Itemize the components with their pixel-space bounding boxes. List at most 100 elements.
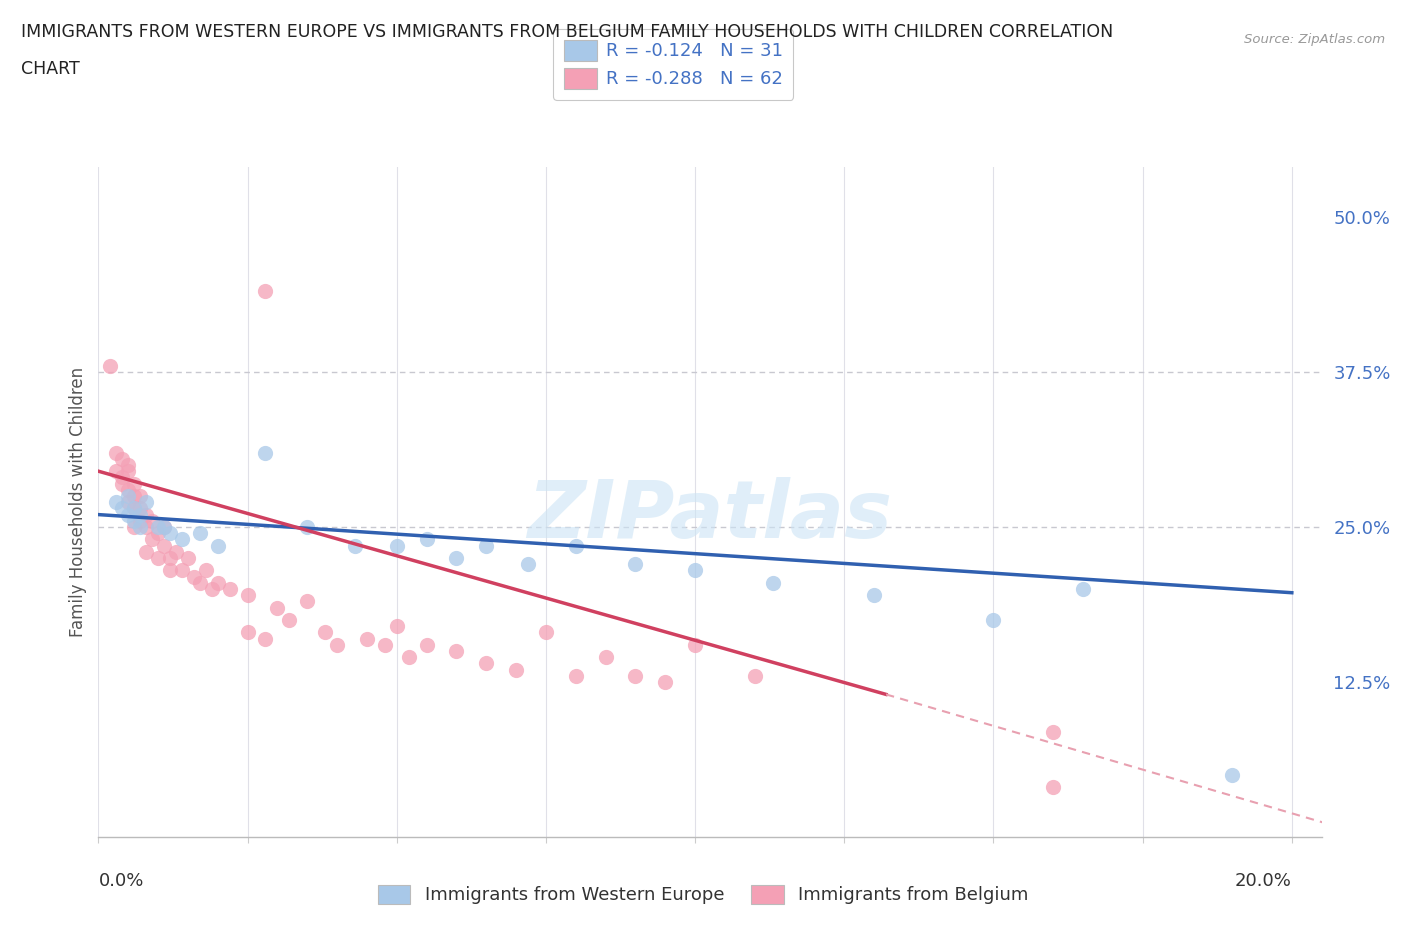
- Point: [207, 538, 229, 553]
- Point: [117, 488, 139, 503]
- Point: [863, 588, 886, 603]
- Point: [129, 520, 152, 535]
- Point: [194, 563, 217, 578]
- Point: [135, 520, 157, 535]
- Point: [565, 538, 588, 553]
- Point: [135, 507, 157, 522]
- Point: [117, 495, 139, 510]
- Point: [111, 476, 134, 491]
- Point: [188, 576, 211, 591]
- Point: [356, 631, 378, 646]
- Point: [297, 594, 319, 609]
- Point: [146, 525, 169, 540]
- Point: [385, 538, 408, 553]
- Point: [122, 476, 145, 491]
- Legend: R = -0.124   N = 31, R = -0.288   N = 62: R = -0.124 N = 31, R = -0.288 N = 62: [553, 29, 793, 100]
- Point: [297, 520, 319, 535]
- Point: [165, 544, 187, 559]
- Point: [135, 495, 157, 510]
- Point: [343, 538, 366, 553]
- Point: [129, 488, 152, 503]
- Text: Source: ZipAtlas.com: Source: ZipAtlas.com: [1244, 33, 1385, 46]
- Point: [159, 551, 181, 565]
- Point: [505, 662, 527, 677]
- Point: [683, 563, 706, 578]
- Text: ZIPatlas: ZIPatlas: [527, 476, 893, 554]
- Point: [183, 569, 205, 584]
- Point: [129, 501, 152, 516]
- Point: [117, 507, 139, 522]
- Point: [177, 551, 200, 565]
- Point: [385, 618, 408, 633]
- Point: [254, 445, 277, 460]
- Point: [122, 488, 145, 503]
- Point: [565, 669, 588, 684]
- Point: [624, 669, 647, 684]
- Point: [105, 464, 128, 479]
- Point: [188, 525, 211, 540]
- Point: [207, 576, 229, 591]
- Point: [117, 458, 139, 472]
- Point: [446, 644, 468, 658]
- Point: [517, 557, 540, 572]
- Point: [129, 513, 152, 528]
- Text: IMMIGRANTS FROM WESTERN EUROPE VS IMMIGRANTS FROM BELGIUM FAMILY HOUSEHOLDS WITH: IMMIGRANTS FROM WESTERN EUROPE VS IMMIGR…: [21, 23, 1114, 41]
- Text: CHART: CHART: [21, 60, 80, 78]
- Point: [170, 563, 193, 578]
- Point: [254, 631, 277, 646]
- Point: [266, 600, 288, 615]
- Point: [762, 576, 785, 591]
- Point: [446, 551, 468, 565]
- Point: [744, 669, 766, 684]
- Point: [314, 625, 336, 640]
- Point: [153, 520, 176, 535]
- Point: [141, 513, 163, 528]
- Point: [153, 520, 176, 535]
- Point: [146, 551, 169, 565]
- Point: [141, 532, 163, 547]
- Point: [278, 613, 301, 628]
- Point: [983, 613, 1005, 628]
- Point: [475, 538, 498, 553]
- Point: [159, 525, 181, 540]
- Point: [111, 451, 134, 466]
- Point: [117, 464, 139, 479]
- Point: [683, 637, 706, 652]
- Point: [415, 532, 437, 547]
- Point: [398, 650, 420, 665]
- Point: [415, 637, 437, 652]
- Point: [98, 358, 121, 373]
- Point: [153, 538, 176, 553]
- Point: [122, 501, 145, 516]
- Point: [122, 513, 145, 528]
- Text: 20.0%: 20.0%: [1234, 871, 1292, 890]
- Point: [146, 520, 169, 535]
- Point: [159, 563, 181, 578]
- Point: [374, 637, 396, 652]
- Point: [122, 501, 145, 516]
- Point: [170, 532, 193, 547]
- Point: [534, 625, 557, 640]
- Legend: Immigrants from Western Europe, Immigrants from Belgium: Immigrants from Western Europe, Immigran…: [370, 878, 1036, 911]
- Point: [595, 650, 617, 665]
- Point: [111, 501, 134, 516]
- Point: [105, 445, 128, 460]
- Point: [111, 470, 134, 485]
- Text: 0.0%: 0.0%: [98, 871, 143, 890]
- Point: [624, 557, 647, 572]
- Point: [326, 637, 349, 652]
- Point: [1042, 780, 1064, 795]
- Point: [236, 625, 259, 640]
- Point: [236, 588, 259, 603]
- Point: [654, 674, 676, 689]
- Point: [129, 507, 152, 522]
- Point: [1220, 767, 1243, 782]
- Y-axis label: Family Households with Children: Family Households with Children: [69, 367, 87, 637]
- Point: [1071, 581, 1094, 596]
- Point: [122, 520, 145, 535]
- Point: [218, 581, 240, 596]
- Point: [105, 495, 128, 510]
- Point: [254, 284, 277, 299]
- Point: [135, 544, 157, 559]
- Point: [201, 581, 224, 596]
